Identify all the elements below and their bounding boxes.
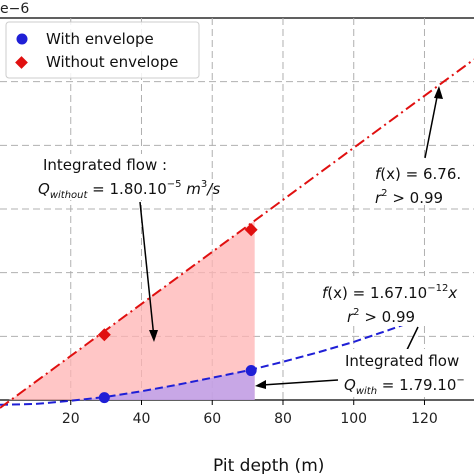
legend-marker-with-envelope bbox=[16, 33, 28, 45]
annotation-flow-with-arrowhead bbox=[255, 380, 266, 389]
annotation-flow-without-value: Qwithout = 1.80.10−5 m3/s bbox=[38, 179, 220, 201]
x-tick-label-3: 80 bbox=[274, 411, 292, 427]
annotation-flow-with-arrow bbox=[261, 379, 339, 386]
annotation-fit-with-bg bbox=[318, 276, 474, 326]
x-tick-label-2: 60 bbox=[203, 411, 221, 427]
x-tick-label-0: 20 bbox=[62, 411, 80, 427]
fit-line-series-1 bbox=[0, 58, 474, 409]
annotation-flow-with: Integrated flow Qwith = 1.79.10− bbox=[255, 349, 474, 397]
x-ticks: 20 40 60 80 100 120 bbox=[62, 400, 438, 427]
annotation-flow-with-title: Integrated flow bbox=[345, 352, 459, 370]
annotation-fit-with-line2: r2 > 0.99 bbox=[347, 307, 415, 326]
annotation-flow-with-value: Qwith = 1.79.10− bbox=[344, 375, 465, 397]
annotation-fit-without-bg bbox=[372, 158, 474, 204]
legend-label-without-envelope: Without envelope bbox=[46, 53, 178, 71]
annotation-fit-without-arrowhead bbox=[434, 86, 443, 99]
annotation-fit-without-line1: f(x) = 6.76. bbox=[375, 165, 461, 183]
data-markers bbox=[97, 223, 258, 404]
legend-box bbox=[5, 21, 200, 79]
fit-line-series-0 bbox=[0, 297, 474, 406]
x-tick-label-1: 40 bbox=[133, 411, 151, 427]
annotation-flow-without-arrow bbox=[139, 201, 155, 339]
annotation-flow-with-bg bbox=[340, 349, 474, 397]
annotation-flow-without-title: Integrated flow : bbox=[43, 156, 167, 174]
annotation-fit-with-line1: f(x) = 1.67.10−12x bbox=[322, 283, 457, 302]
fit-lines bbox=[0, 58, 474, 409]
annotation-fit-without-arrow bbox=[424, 91, 439, 159]
legend: With envelope Without envelope bbox=[5, 21, 200, 79]
marker-series-1-point-1 bbox=[244, 223, 258, 237]
marker-series-0-point-1 bbox=[245, 365, 257, 377]
annotation-flow-without: Integrated flow : Qwithout = 1.80.10−5 m… bbox=[34, 154, 220, 342]
marker-series-0-point-0 bbox=[98, 392, 110, 404]
legend-label-with-envelope: With envelope bbox=[46, 30, 154, 48]
annotation-fit-without: f(x) = 6.76. r2 > 0.99 bbox=[372, 86, 474, 207]
x-tick-label-4: 100 bbox=[340, 411, 367, 427]
annotation-fit-without-line2: r2 > 0.99 bbox=[375, 188, 443, 207]
annotation-fit-with: f(x) = 1.67.10−12x r2 > 0.99 bbox=[318, 276, 474, 362]
integrated-flow-shading bbox=[0, 220, 255, 400]
annotation-flow-without-arrowhead bbox=[149, 330, 158, 342]
annotation-flow-without-bg bbox=[34, 154, 202, 200]
shaded-region-1 bbox=[0, 368, 255, 400]
y-offset-label: e−6 bbox=[0, 1, 29, 17]
marker-series-1-point-0 bbox=[97, 328, 111, 342]
x-tick-label-5: 120 bbox=[411, 411, 438, 427]
shaded-region-0 bbox=[0, 220, 255, 400]
x-axis-label: Pit depth (m) bbox=[213, 456, 324, 474]
